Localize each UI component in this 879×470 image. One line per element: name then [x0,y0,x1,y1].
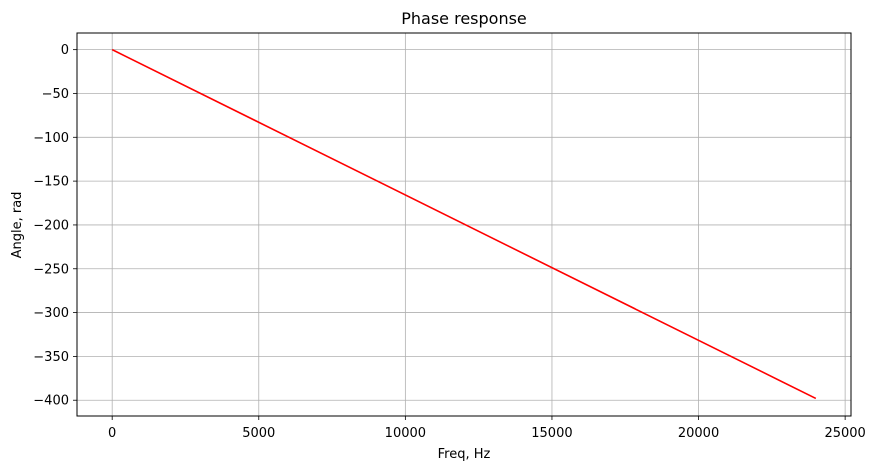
chart-title: Phase response [401,9,527,28]
x-tick-label: 10000 [385,426,426,441]
phase-series-line [111,48,817,400]
y-tick-label: 0 [61,43,69,58]
y-ticks: 0 −50 −100 −150 −200 −250 −300 −350 −400 [33,43,77,409]
x-tick-label: 20000 [678,426,719,441]
grid-lines [77,33,851,416]
y-tick-label: −200 [33,218,69,233]
y-tick-label: −150 [33,175,69,190]
x-tick-label: 0 [108,426,116,441]
y-tick-label: −300 [33,306,69,321]
x-ticks: 0 5000 10000 15000 20000 25000 [108,416,866,441]
y-axis-label: Angle, rad [10,192,25,259]
plot-frame [76,32,852,417]
y-tick-label: −50 [42,87,69,102]
x-axis-label: Freq, Hz [438,447,491,462]
y-tick-label: −100 [33,131,69,146]
y-tick-label: −400 [33,394,69,409]
x-tick-label: 25000 [824,426,865,441]
series-layer [111,48,817,400]
y-tick-label: −350 [33,350,69,365]
x-tick-label: 5000 [242,426,275,441]
x-tick-label: 15000 [531,426,572,441]
y-tick-label: −250 [33,262,69,277]
